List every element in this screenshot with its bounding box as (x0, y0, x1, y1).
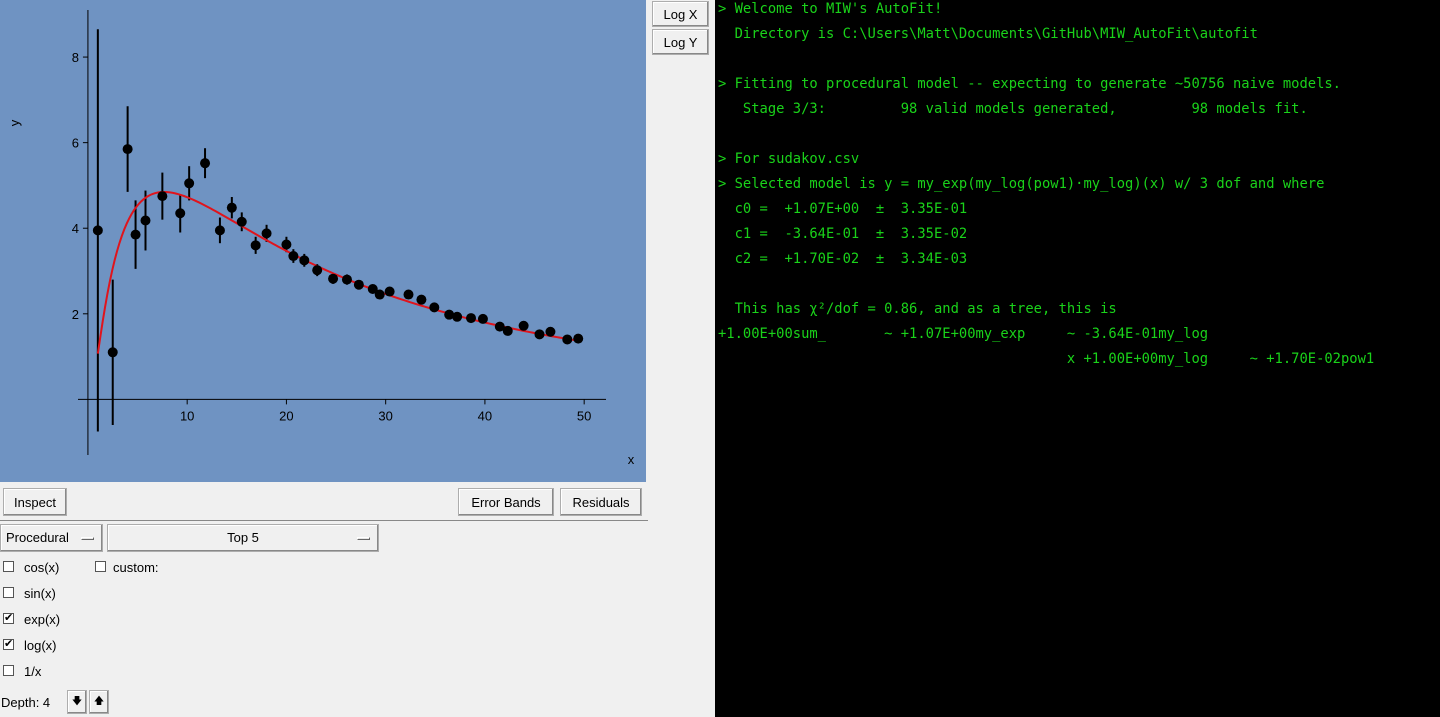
data-point (367, 283, 378, 294)
plot-panel[interactable]: 10 20 30 40 50 2 4 6 8 x y (0, 0, 646, 482)
depth-up-button[interactable]: 🡅 (89, 690, 109, 714)
console-line: > Fitting to procedural model -- expecti… (718, 76, 1341, 92)
data-point (261, 228, 272, 239)
data-point (175, 208, 186, 219)
top-n-dropdown[interactable]: Top 5 (107, 524, 379, 552)
arrow-up-icon: 🡅 (93, 696, 105, 707)
data-point (341, 274, 352, 285)
checkbox[interactable] (95, 561, 106, 572)
top-n-value: Top 5 (227, 530, 259, 545)
data-point (403, 289, 414, 300)
fit-plot[interactable]: 10 20 30 40 50 2 4 6 8 x y (0, 0, 646, 482)
data-point (312, 265, 323, 276)
data-point (452, 311, 463, 322)
console-line: Directory is C:\Users\Matt\Documents\Git… (718, 26, 1258, 42)
checkbox[interactable] (3, 587, 14, 598)
data-point (562, 334, 573, 345)
data-point (353, 279, 364, 290)
data-point (288, 251, 299, 262)
residuals-button[interactable]: Residuals (560, 488, 642, 516)
console-line: c2 = +1.70E-02 ± 3.34E-03 (718, 251, 968, 267)
data-point (299, 255, 310, 266)
console-line: > For sudakov.csv (718, 151, 860, 167)
data-point (444, 309, 455, 320)
option-label: log(x) (24, 638, 57, 653)
data-point (214, 225, 225, 236)
data-point (107, 347, 118, 358)
x-tick-label: 10 (180, 408, 194, 423)
console-output: > Welcome to MIW's AutoFit! Directory is… (715, 0, 1440, 717)
y-tick-label: 6 (72, 136, 79, 151)
x-tick-label: 30 (378, 408, 392, 423)
data-point (122, 144, 133, 155)
data-point (477, 313, 488, 324)
data-point (328, 273, 339, 284)
x-tick-label: 50 (577, 408, 591, 423)
console-line: Stage 3/3: 98 valid models generated, 98… (718, 101, 1308, 117)
console-line: c1 = -3.64E-01 ± 3.35E-02 (718, 226, 968, 242)
x-tick-label: 20 (279, 408, 293, 423)
data-point (92, 225, 103, 236)
data-point (534, 329, 545, 340)
model-type-value: Procedural (6, 530, 69, 545)
data-point (236, 216, 247, 227)
y-tick-label: 2 (72, 307, 79, 322)
error-bands-button[interactable]: Error Bands (458, 488, 554, 516)
data-point (140, 215, 151, 226)
data-point (466, 313, 477, 324)
option-label: 1/x (24, 664, 42, 679)
data-point (250, 240, 261, 251)
data-point (545, 326, 556, 337)
option-label: exp(x) (24, 612, 61, 627)
checkbox[interactable] (3, 561, 14, 572)
data-point (200, 158, 211, 169)
console-line: This has χ²/dof = 0.86, and as a tree, t… (718, 301, 1117, 317)
data-point (157, 191, 168, 202)
y-tick-label: 8 (72, 50, 79, 65)
data-point (226, 202, 237, 213)
arrow-down-icon: 🡇 (71, 696, 83, 707)
checkbox[interactable] (3, 665, 14, 676)
console-line: > Welcome to MIW's AutoFit! (718, 1, 943, 17)
dropdown-indicator-icon (81, 537, 94, 540)
log-x-button[interactable]: Log X (652, 1, 709, 27)
divider (0, 520, 648, 521)
log-y-button[interactable]: Log Y (652, 29, 709, 55)
depth-down-button[interactable]: 🡇 (67, 690, 87, 714)
x-tick-label: 40 (478, 408, 492, 423)
depth-label: Depth: 4 (1, 695, 51, 710)
data-point (573, 333, 584, 344)
inspect-button[interactable]: Inspect (3, 488, 67, 516)
console-line: c0 = +1.07E+00 ± 3.35E-01 (718, 201, 968, 217)
data-point (184, 178, 195, 189)
console-line: x +1.00E+00my_log ~ +1.70E-02pow1 (718, 351, 1375, 367)
console-line: +1.00E+00sum_ ~ +1.07E+00my_exp ~ -3.64E… (718, 326, 1209, 342)
dropdown-indicator-icon (357, 537, 370, 540)
y-axis-label: y (7, 119, 22, 126)
y-tick-label: 4 (72, 221, 79, 236)
data-point (374, 289, 385, 300)
option-label: cos(x) (24, 560, 60, 575)
data-point (502, 325, 513, 336)
data-point (416, 294, 427, 305)
data-point (429, 302, 440, 313)
checkbox[interactable]: ✔ (3, 638, 14, 650)
data-point (518, 320, 529, 331)
console-line: > Selected model is y = my_exp(my_log(po… (718, 176, 1325, 192)
model-type-dropdown[interactable]: Procedural (0, 524, 103, 552)
data-point (130, 229, 141, 240)
x-axis-label: x (628, 452, 635, 467)
data-point (281, 239, 292, 250)
data-point (384, 286, 395, 297)
option-label: sin(x) (24, 586, 56, 601)
checkbox[interactable]: ✔ (3, 612, 14, 624)
custom-label: custom: (113, 560, 159, 575)
data-point (494, 321, 505, 332)
